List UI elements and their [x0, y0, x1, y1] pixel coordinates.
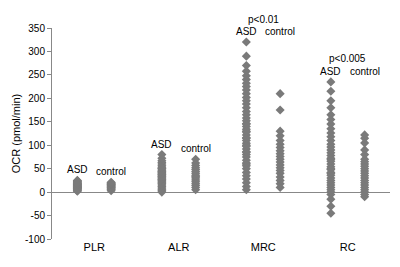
- svg-text:50: 50: [34, 163, 46, 174]
- svg-text:control: control: [96, 166, 126, 177]
- svg-text:0: 0: [39, 187, 45, 198]
- svg-text:-50: -50: [31, 210, 46, 221]
- svg-text:ASD: ASD: [320, 66, 341, 77]
- svg-text:-100: -100: [25, 234, 45, 245]
- svg-text:100: 100: [28, 140, 45, 151]
- svg-text:control: control: [265, 26, 295, 37]
- svg-text:RC: RC: [340, 241, 356, 253]
- svg-text:control: control: [350, 66, 380, 77]
- svg-text:200: 200: [28, 93, 45, 104]
- svg-text:p<0.005: p<0.005: [329, 53, 366, 64]
- svg-text:ASD: ASD: [151, 139, 172, 150]
- svg-text:250: 250: [28, 69, 45, 80]
- svg-text:150: 150: [28, 116, 45, 127]
- svg-text:ALR: ALR: [168, 241, 189, 253]
- svg-text:PLR: PLR: [84, 241, 105, 253]
- svg-text:MRC: MRC: [251, 241, 276, 253]
- svg-text:OCR (pmol/min): OCR (pmol/min): [10, 94, 22, 173]
- svg-text:ASD: ASD: [236, 26, 257, 37]
- svg-text:350: 350: [28, 23, 45, 34]
- svg-text:300: 300: [28, 46, 45, 57]
- svg-text:p<0.01: p<0.01: [248, 14, 279, 25]
- svg-text:control: control: [181, 143, 211, 154]
- svg-text:ASD: ASD: [67, 164, 88, 175]
